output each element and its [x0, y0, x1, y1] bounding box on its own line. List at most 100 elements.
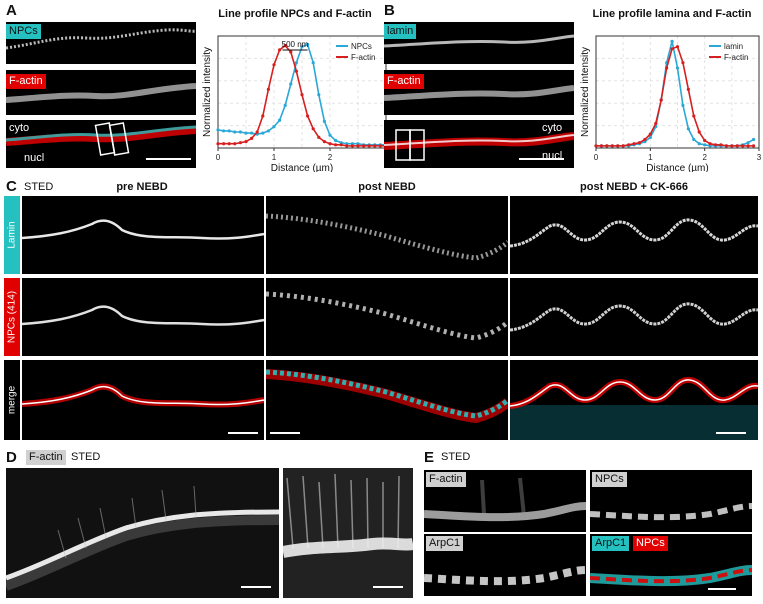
- nucl-label-a: nucl: [24, 152, 45, 164]
- data-point: [378, 144, 382, 148]
- data-point: [261, 131, 265, 135]
- data-point: [632, 142, 636, 146]
- data-point: [605, 144, 609, 148]
- panel-letter-c: C: [6, 178, 17, 195]
- data-point: [306, 42, 310, 47]
- merge-image-b: cyto nucl: [384, 120, 574, 168]
- col-head-post-nebd-ck666: post NEBD + CK-666: [580, 181, 688, 193]
- image-c-pre-npcs: [22, 278, 264, 356]
- row-head-lamin: Lamin: [4, 196, 20, 274]
- data-point: [317, 93, 321, 97]
- chart-b: 0 1 2 3 Distance (µm) Normalized intensity lam…: [580, 35, 762, 172]
- data-point: [697, 142, 701, 146]
- image-e-npcs: NPCs: [590, 470, 752, 532]
- data-point: [648, 135, 652, 139]
- data-point: [703, 143, 707, 147]
- data-point: [339, 143, 343, 147]
- data-point: [244, 131, 248, 135]
- legend-label: NPCs: [351, 42, 372, 51]
- data-point: [306, 114, 310, 118]
- data-point: [594, 144, 598, 148]
- data-point: [670, 47, 674, 51]
- data-point: [599, 144, 604, 148]
- data-point: [278, 118, 282, 122]
- data-point: [681, 103, 685, 107]
- data-point: [654, 121, 658, 126]
- image-e-arpc1: ArpC1: [424, 534, 586, 596]
- data-point: [751, 137, 756, 142]
- x-tick-label: 1: [648, 153, 653, 162]
- image-c-ck666-merge: [510, 360, 758, 440]
- image-e-merge: ArpC1 NPCs: [590, 534, 752, 596]
- data-point: [227, 142, 231, 146]
- cyto-label-b: cyto: [542, 122, 563, 134]
- npcs-image-a: NPCs: [6, 22, 196, 64]
- image-c-ck666-npcs: [510, 278, 758, 356]
- image-c-ck666-lamin: [510, 196, 758, 274]
- merge-image-a: cyto nucl: [6, 120, 196, 168]
- row-head-npcs: NPCs (414): [4, 278, 20, 356]
- chart-a-title: Line profile NPCs and F-actin: [218, 8, 372, 20]
- x-axis-label: Distance (µm): [646, 163, 708, 172]
- data-point: [713, 143, 718, 147]
- lamin-image-b: lamin: [384, 22, 574, 64]
- data-point: [311, 127, 315, 131]
- data-point: [708, 142, 712, 146]
- data-point: [238, 130, 242, 134]
- data-point: [621, 144, 625, 148]
- data-point: [675, 45, 680, 49]
- x-tick-label: 0: [216, 153, 221, 162]
- factin-tag: F-actin: [6, 74, 46, 89]
- data-point: [719, 143, 723, 147]
- data-point: [334, 143, 338, 147]
- data-point: [367, 144, 371, 148]
- data-point: [724, 144, 728, 148]
- data-point: [350, 144, 354, 148]
- x-tick-label: 2: [328, 153, 333, 162]
- data-point: [373, 144, 377, 148]
- data-point: [233, 142, 237, 146]
- image-d-left: [6, 468, 279, 598]
- data-point: [272, 125, 276, 129]
- annotation-label: 500 nm: [282, 40, 309, 49]
- data-point: [643, 137, 647, 142]
- data-point: [283, 44, 287, 48]
- image-c-post-lamin: [266, 196, 508, 274]
- data-point: [289, 82, 293, 86]
- data-point: [692, 137, 696, 142]
- panel-letter-d: D: [6, 449, 17, 466]
- image-c-pre-merge: [22, 360, 264, 440]
- data-point: [233, 130, 237, 134]
- data-point: [741, 144, 745, 148]
- data-point: [637, 141, 642, 145]
- y-axis-label: Normalized intensity: [202, 47, 213, 137]
- panel-letter-e: E: [424, 449, 435, 466]
- npcs-tag: NPCs: [6, 24, 41, 39]
- data-point: [610, 144, 614, 148]
- data-point: [616, 144, 620, 148]
- arpc1-merge-tag: ArpC1: [592, 536, 630, 551]
- factin-image-b: F-actin: [384, 70, 574, 115]
- plot-frame: [595, 35, 760, 149]
- data-point: [322, 140, 326, 144]
- data-point: [294, 61, 298, 65]
- data-point: [278, 48, 282, 52]
- data-point: [345, 144, 349, 148]
- data-point: [255, 130, 259, 134]
- data-point: [222, 129, 226, 133]
- data-point: [648, 132, 652, 136]
- col-head-pre-nebd: pre NEBD: [116, 181, 168, 193]
- legend-label: F-actin: [351, 53, 375, 62]
- data-point: [311, 61, 315, 65]
- x-axis-label: Distance (µm): [271, 163, 333, 172]
- nucl-label-b: nucl: [542, 150, 563, 162]
- image-c-post-npcs: [266, 278, 508, 356]
- factin-tag-b: F-actin: [384, 74, 424, 89]
- npcs-tag-e: NPCs: [592, 472, 627, 487]
- x-tick-label: 2: [702, 153, 707, 162]
- data-point: [746, 141, 750, 145]
- panel-letter-a: A: [6, 2, 17, 19]
- factin-tag-e: F-actin: [426, 472, 466, 487]
- factin-tag-d: F-actin: [26, 450, 66, 465]
- image-d-right: [283, 468, 413, 598]
